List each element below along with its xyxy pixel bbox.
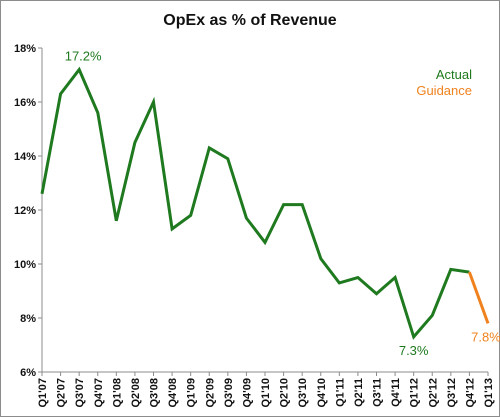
x-tick-label: Q4'07 bbox=[93, 378, 105, 408]
x-tick-label: Q1'12 bbox=[409, 378, 421, 408]
x-tick-label: Q2'11 bbox=[353, 378, 365, 407]
data-label: 17.2% bbox=[65, 49, 102, 64]
x-tick-label: Q1'11 bbox=[334, 378, 346, 407]
chart-title: OpEx as % of Revenue bbox=[163, 12, 337, 29]
x-tick-label: Q2'10 bbox=[279, 378, 291, 408]
x-tick-label: Q4'12 bbox=[464, 378, 476, 408]
y-tick-labels: 6% 8% 10% 12% 14% 16% 18% bbox=[14, 43, 36, 379]
x-tick-labels: Q1'07 Q2'07 Q3'07 Q4'07 Q1'08 Q2'08 Q3'08 Q4'08… bbox=[37, 378, 495, 408]
y-tick-label: 14% bbox=[14, 151, 36, 163]
x-tick-label: Q2'09 bbox=[204, 378, 216, 408]
x-tick-label: Q3'11 bbox=[372, 378, 384, 407]
axes bbox=[38, 47, 489, 376]
data-labels: 17.2% 7.3% 7.8% bbox=[65, 49, 500, 358]
x-tick-label: Q1'07 bbox=[37, 378, 49, 408]
data-label: 7.8% bbox=[471, 329, 500, 344]
y-tick-label: 18% bbox=[14, 43, 36, 55]
legend-entry-guidance: Guidance bbox=[416, 83, 472, 98]
x-tick-label: Q1'08 bbox=[111, 378, 123, 408]
legend-entry-actual: Actual bbox=[436, 67, 472, 82]
series-lines bbox=[40, 66, 490, 340]
x-tick-label: Q4'10 bbox=[316, 378, 328, 408]
x-tick-label: Q3'08 bbox=[149, 378, 161, 408]
x-tick-label: Q1'13 bbox=[483, 378, 495, 408]
y-tick-label: 6% bbox=[20, 367, 36, 379]
x-tick-label: Q2'08 bbox=[130, 378, 142, 408]
x-tick-label: Q3'10 bbox=[297, 378, 309, 408]
x-tick-label: Q2'07 bbox=[56, 378, 68, 408]
x-tick-label: Q4'09 bbox=[241, 378, 253, 408]
y-tick-label: 12% bbox=[14, 205, 36, 217]
x-tick-label: Q1'09 bbox=[186, 378, 198, 408]
y-tick-label: 16% bbox=[14, 97, 36, 109]
x-tick-label: Q1'10 bbox=[260, 378, 272, 408]
x-tick-label: Q2'12 bbox=[427, 378, 439, 408]
x-tick-label: Q3'09 bbox=[223, 378, 235, 408]
series-line-guidance bbox=[467, 271, 490, 324]
y-tick-label: 8% bbox=[20, 313, 36, 325]
y-tick-label: 10% bbox=[14, 259, 36, 271]
x-tick-label: Q4'08 bbox=[167, 378, 179, 408]
x-tick-label: Q4'11 bbox=[390, 378, 402, 407]
series-line-actual bbox=[40, 66, 470, 340]
x-tick-label: Q3'12 bbox=[446, 378, 458, 408]
x-tick-label: Q3'07 bbox=[74, 378, 86, 408]
data-label: 7.3% bbox=[399, 343, 429, 358]
